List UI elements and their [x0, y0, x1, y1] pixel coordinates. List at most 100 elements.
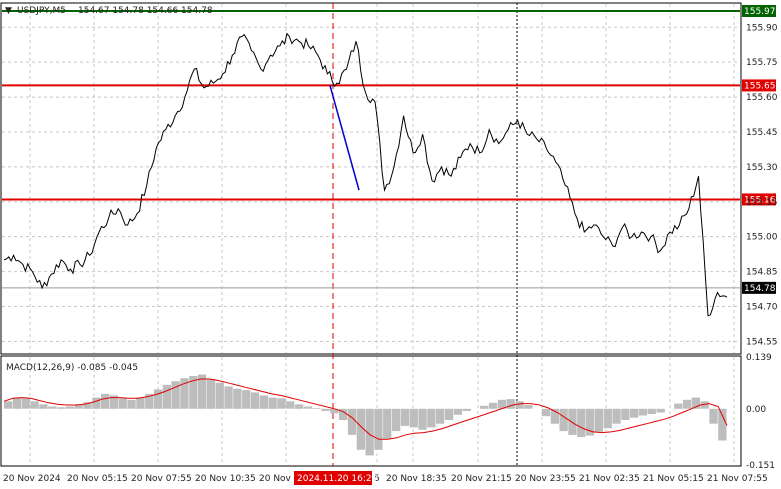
price-level-tag — [742, 193, 776, 206]
symbol-dropdown-icon[interactable]: ▼ — [5, 6, 12, 16]
macd-bar — [541, 408, 551, 417]
current-price-tag — [742, 281, 776, 294]
y-tick-label: 154.70 — [746, 302, 778, 312]
macd-bar — [109, 395, 119, 409]
x-tick-label: 21 Nov 02:35 — [579, 474, 640, 484]
macd-bar — [524, 405, 533, 409]
macd-bar — [559, 408, 568, 432]
macd-bar — [444, 408, 454, 420]
macd-bar — [585, 408, 595, 436]
macd-bar — [65, 406, 74, 409]
selected-time-tag — [294, 471, 372, 485]
y-tick-label: 155.00 — [746, 233, 778, 243]
macd-bar — [656, 408, 665, 413]
macd-bar — [295, 404, 304, 409]
macd-histogram — [4, 374, 727, 456]
macd-bar — [400, 408, 410, 426]
x-tick-label: 20 Nov 07:55 — [131, 474, 192, 484]
x-tick-label: 21 Nov 05:15 — [643, 474, 704, 484]
macd-bar — [189, 376, 198, 409]
macd-bar — [418, 408, 427, 430]
macd-bar — [145, 393, 154, 409]
macd-bar — [603, 408, 612, 429]
grid-lines — [2, 4, 740, 465]
macd-bar — [621, 408, 630, 420]
macd-tick-label: 0.00 — [746, 405, 766, 415]
macd-bar — [365, 408, 374, 456]
selected-time-label: 2024.11.20 16:20 — [297, 474, 378, 484]
macd-bar — [356, 408, 365, 450]
macd-bar — [630, 408, 639, 418]
macd-bar — [303, 406, 313, 409]
macd-bar — [171, 381, 180, 409]
macd-bar — [162, 384, 171, 409]
macd-bar — [347, 408, 357, 435]
macd-bar — [268, 397, 277, 409]
macd-bar — [206, 379, 216, 409]
macd-bar — [242, 390, 251, 409]
macd-bar — [709, 408, 718, 424]
macd-bar — [568, 408, 577, 435]
ohlc-values: 154.67 154.78 154.66 154.78 — [78, 6, 213, 16]
macd-bar — [180, 378, 189, 409]
price-level-label: 155.65 — [744, 81, 776, 91]
macd-bar — [74, 405, 83, 409]
macd-bar — [497, 399, 507, 409]
price-level-label: 155.97 — [744, 7, 776, 17]
macd-bar — [488, 402, 498, 409]
macd-bar — [436, 408, 445, 424]
macd-bar — [136, 397, 145, 409]
x-tick-label: 20 Nov 18:35 — [386, 474, 447, 484]
macd-bar — [427, 408, 436, 428]
x-tick-label: 20 Nov 2024 — [3, 474, 61, 484]
y-tick-label: 154.55 — [746, 337, 778, 347]
macd-bar — [718, 408, 727, 441]
macd-bar — [224, 386, 233, 409]
macd-bar — [515, 401, 524, 409]
macd-bar — [480, 405, 489, 409]
y-tick-label: 154.85 — [746, 268, 778, 278]
x-tick-label: 21 Nov 07:55 — [707, 474, 768, 484]
macd-bar — [12, 397, 22, 409]
macd-bar — [127, 399, 136, 409]
macd-tick-label: 0.139 — [746, 353, 772, 363]
macd-bar — [250, 392, 260, 409]
macd-bar — [506, 399, 515, 409]
y-tick-label: 155.45 — [746, 128, 778, 138]
macd-bar — [462, 408, 471, 411]
x-tick-label: 20 Nov 21:15 — [451, 474, 512, 484]
macd-bar — [550, 408, 559, 424]
macd-label: MACD(12,26,9) -0.085 -0.045 — [6, 363, 138, 373]
macd-signal-line — [3, 378, 728, 440]
macd-bar — [330, 408, 339, 414]
macd-bar — [286, 401, 295, 409]
current-price-label: 154.78 — [744, 284, 776, 294]
x-tick-label: 20 Nov 10:35 — [195, 474, 256, 484]
macd-bar — [312, 408, 321, 409]
macd-bar — [691, 397, 700, 409]
macd-bar — [198, 374, 207, 409]
y-tick-label: 155.75 — [746, 58, 778, 68]
macd-bar — [700, 401, 709, 409]
macd-bar — [277, 398, 286, 409]
x-tick-label: 5 — [374, 474, 380, 484]
macd-bar — [674, 403, 683, 409]
price-level-tag — [742, 79, 776, 92]
y-tick-label: 155.30 — [746, 163, 778, 173]
symbol-label[interactable]: USDJPY,M5 — [17, 6, 66, 16]
macd-bar — [118, 398, 127, 409]
macd-bar — [101, 393, 110, 409]
macd-bar — [339, 408, 348, 420]
macd-bar — [4, 401, 13, 409]
macd-bar — [383, 408, 392, 439]
macd-bar — [30, 401, 39, 409]
y-tick-label: 155.15 — [746, 198, 778, 208]
macd-bar — [56, 407, 66, 409]
x-tick-label: 20 Nov — [259, 474, 292, 484]
macd-bar — [409, 408, 418, 428]
macd-bar — [647, 408, 656, 414]
macd-bar — [39, 404, 48, 409]
macd-bar — [21, 398, 30, 409]
x-tick-label: 20 Nov 05:15 — [67, 474, 128, 484]
